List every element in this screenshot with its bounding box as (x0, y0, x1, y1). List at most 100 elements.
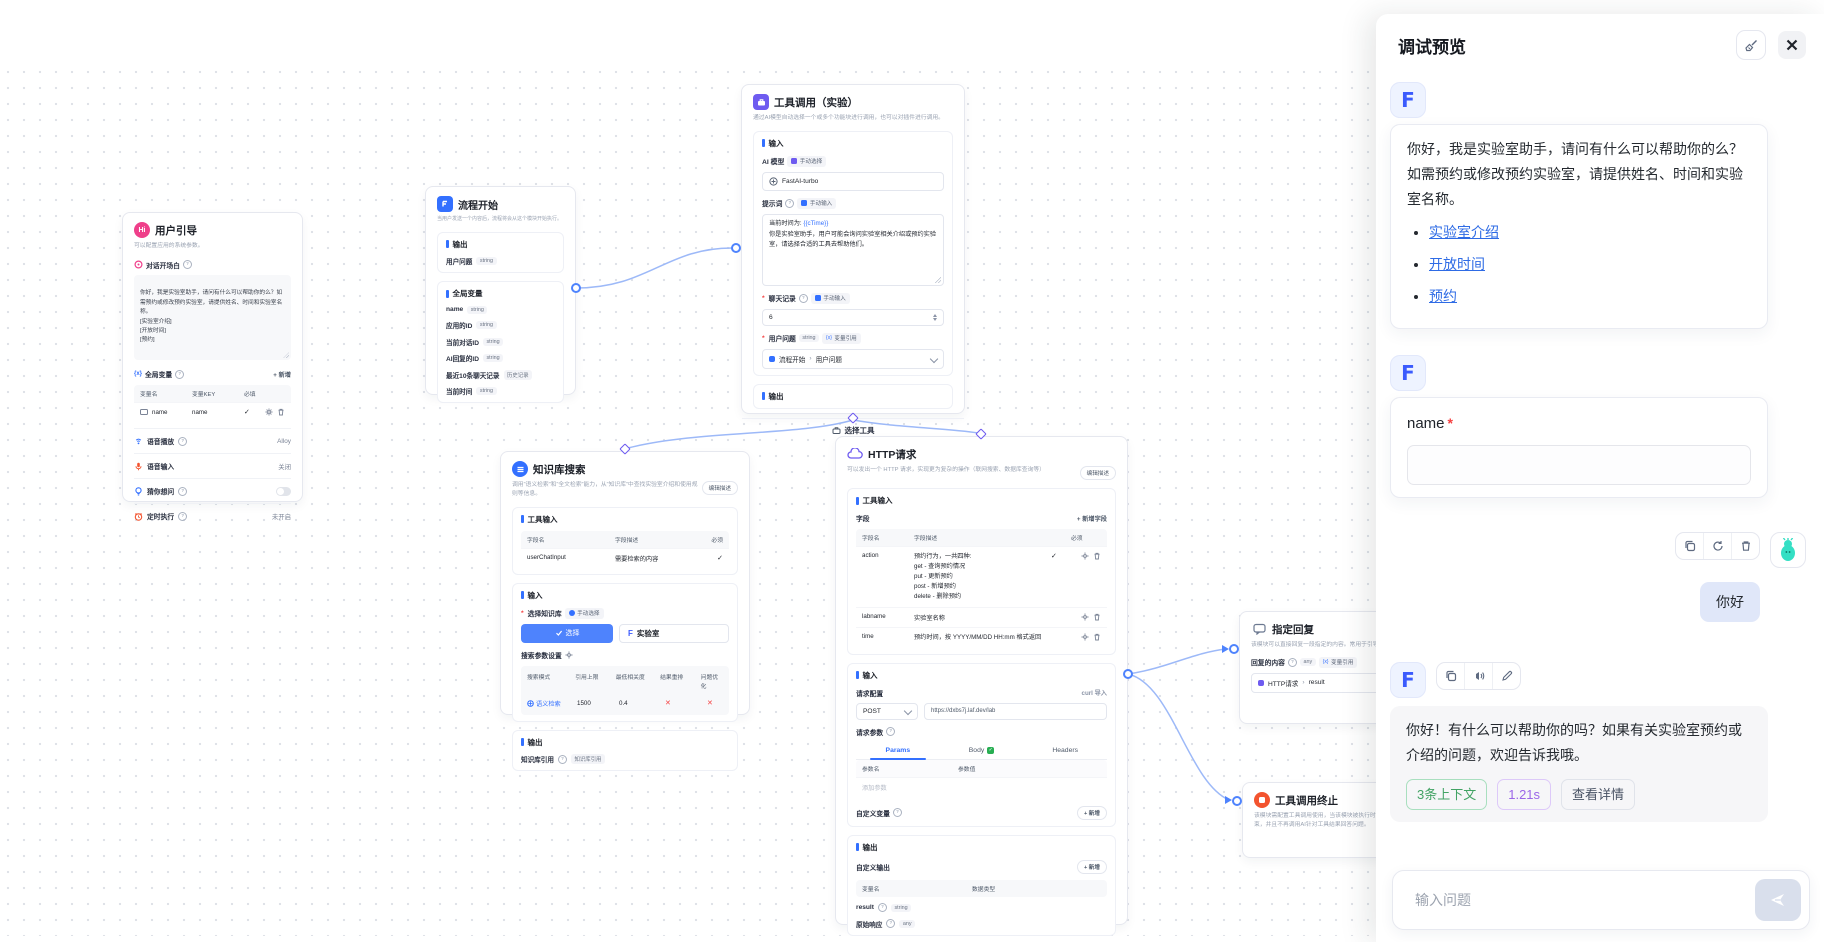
resize-handle-icon[interactable] (283, 352, 289, 359)
bot-logo-icon: F (1401, 361, 1415, 386)
port-reply-in[interactable] (1229, 644, 1239, 654)
info-icon[interactable] (175, 369, 185, 379)
user-message-bubble[interactable]: 你好 (1700, 582, 1760, 623)
add-custom-var-button[interactable]: + 新增 (1076, 805, 1107, 820)
history-number-input[interactable]: 6 (762, 308, 944, 326)
port-terminate-in[interactable] (1232, 796, 1242, 806)
add-global-button[interactable]: + 新增 (273, 371, 291, 379)
info-icon[interactable] (886, 727, 896, 737)
edit-desc-button[interactable]: 编辑描述 (1079, 466, 1116, 480)
voice-play-label: 语音播放 (147, 439, 175, 447)
table-row-time[interactable]: time 预约时间，按 YYYY/MM/DD HH:mm 格式返回 (856, 626, 1107, 648)
global-label: 当前对话ID (446, 339, 479, 347)
edit-desc-button[interactable]: 编辑描述 (701, 481, 738, 495)
info-icon[interactable] (886, 919, 896, 929)
link-lab-intro[interactable]: 实验室介绍 (1429, 223, 1499, 240)
select-kb-button[interactable]: 选择 (521, 623, 613, 643)
tab-params[interactable]: Params (856, 743, 940, 760)
tab-headers[interactable]: Headers (1023, 743, 1107, 759)
trash-icon[interactable] (1093, 633, 1101, 641)
table-row-labname[interactable]: labname 实验室名称 (856, 606, 1107, 627)
table-row-action[interactable]: action 预约行为，一共四种: get - 查询预约情况 put - 更新预… (856, 546, 1107, 607)
select-kb-row: 选择知识库 手动选择 (521, 607, 729, 619)
voice-play-row[interactable]: 语音播放 Alloy (134, 428, 291, 453)
info-icon[interactable] (785, 198, 795, 208)
chat-scroll-area[interactable]: F 你好，我是实验室助手，请问有什么可以帮助你的么？如需预约或修改预约实验室，请… (1376, 70, 1824, 858)
context-badge[interactable]: 3条上下文 (1406, 778, 1488, 810)
question-ref-select[interactable]: 流程开始 › 用户问题 (762, 348, 944, 369)
history-row: 聊天记录 手动输入 (762, 292, 944, 304)
node-user-guide-header: Hi 用户引导 (134, 222, 291, 238)
info-icon[interactable] (877, 903, 887, 913)
model-select[interactable]: FastAI-turbo (762, 171, 944, 191)
link-open-hours[interactable]: 开放时间 (1429, 255, 1485, 272)
info-icon[interactable] (178, 436, 188, 446)
req-config-label: 请求配置 (856, 690, 884, 698)
link-reserve[interactable]: 预约 (1429, 287, 1457, 304)
guess-question-row[interactable]: 猜你想问 (134, 478, 291, 503)
info-icon[interactable] (178, 486, 188, 496)
prompt-textarea[interactable]: 当前时间为: {{cTime}} 你是实验室助手，用户可能会询问实验室相关介绍或… (762, 213, 944, 286)
info-icon[interactable] (178, 511, 188, 521)
voice-input-row[interactable]: 语音输入 关闭 (134, 453, 291, 478)
info-icon[interactable] (892, 808, 902, 818)
info-icon[interactable] (1287, 657, 1297, 667)
info-icon[interactable] (182, 260, 192, 270)
gear-icon[interactable] (265, 408, 273, 416)
curl-import-button[interactable]: curl 导入 (1081, 690, 1107, 698)
info-icon[interactable] (798, 293, 808, 303)
tts-button[interactable] (1464, 663, 1492, 690)
latency-badge[interactable]: 1.21s (1497, 778, 1552, 810)
gear-icon[interactable] (1081, 613, 1089, 621)
chat-input[interactable] (1413, 891, 1755, 909)
form-name-input[interactable] (1407, 445, 1751, 486)
add-custom-output-button[interactable]: + 新增 (1076, 859, 1107, 874)
edit-button[interactable] (1492, 663, 1520, 690)
globals-table-row[interactable]: name name ✓ (134, 402, 291, 421)
node-flow-start[interactable]: 流程开始 当用户发送一个内容后，流程将会从这个模块开始执行。 输出 用户问题 s… (425, 186, 576, 404)
info-icon[interactable] (557, 754, 567, 764)
url-input[interactable]: https://dxbs7j.laf.dev/lab (924, 702, 1107, 720)
resize-handle-icon[interactable] (935, 276, 941, 283)
port-flow-start-out[interactable] (571, 283, 581, 293)
copy-button[interactable] (1676, 533, 1703, 559)
kb-dataset-card[interactable]: F 实验室 (619, 623, 729, 643)
delete-button[interactable] (1731, 533, 1759, 560)
table-row[interactable]: userChatInput 需要检索的内容 ✓ (521, 547, 729, 568)
http-icon (847, 446, 863, 462)
http-output-section: 输出 自定义输出 + 新增 变量名 数据类型 result string 原始响… (847, 834, 1116, 936)
copy-button[interactable] (1437, 663, 1464, 689)
send-button[interactable] (1755, 879, 1801, 921)
kb-input-section: 输入 选择知识库 手动选择 选择 F 实验室 搜索参数设置 (512, 582, 738, 722)
method-select[interactable]: POST (856, 702, 918, 720)
port-tool-call-in[interactable] (731, 243, 741, 253)
search-params-row[interactable]: 搜索参数设置 (521, 650, 729, 660)
port-http-out[interactable] (1123, 669, 1133, 679)
node-http-request[interactable]: HTTP请求 可以发出一个 HTTP 请求，实现更为复杂的操作（联网搜索、数据库… (835, 436, 1128, 936)
opening-text-box[interactable]: 你好，我是实验室助手，请问有什么可以帮助你的么？如需预约或修改预约实验室，请提供… (134, 274, 291, 361)
gear-icon[interactable] (565, 651, 573, 659)
add-field-button[interactable]: + 新增字段 (1076, 515, 1107, 523)
guess-question-toggle[interactable] (276, 486, 291, 496)
clear-history-button[interactable] (1736, 30, 1766, 60)
node-title: 工具调用终止 (1275, 794, 1338, 807)
global-item: 当前对话ID string (446, 337, 555, 347)
gear-icon[interactable] (1081, 552, 1089, 560)
trash-icon[interactable] (1093, 613, 1101, 621)
retry-button[interactable] (1703, 533, 1731, 560)
tab-body[interactable]: Body ✓ (940, 743, 1024, 759)
node-kb-search[interactable]: 知识库搜索 调用“语义检索”和“全文检索”能力，从“知识库”中查找实验室介绍和使… (500, 451, 750, 772)
number-stepper[interactable] (933, 313, 937, 321)
gear-icon[interactable] (1081, 633, 1089, 641)
type-badge: string (476, 321, 497, 330)
node-user-guide[interactable]: Hi 用户引导 可以配置应用的系统参数。 对话开场白 你好，我是实验室助手，请问… (122, 212, 303, 521)
node-tool-call[interactable]: 工具调用（实验） 通过AI模型自动选择一个或多个功能块进行调用，也可以对插件进行… (741, 84, 965, 435)
voice-input-value: 关闭 (278, 463, 291, 471)
trash-icon[interactable] (277, 408, 285, 416)
trash-icon[interactable] (1093, 552, 1101, 560)
node-http-header: HTTP请求 (847, 446, 1116, 462)
timer-row[interactable]: 定时执行 未开启 (134, 503, 291, 528)
close-panel-button[interactable] (1778, 31, 1806, 59)
add-param-row[interactable]: 添加参数 (856, 776, 1107, 797)
view-detail-button[interactable]: 查看详情 (1561, 778, 1636, 810)
